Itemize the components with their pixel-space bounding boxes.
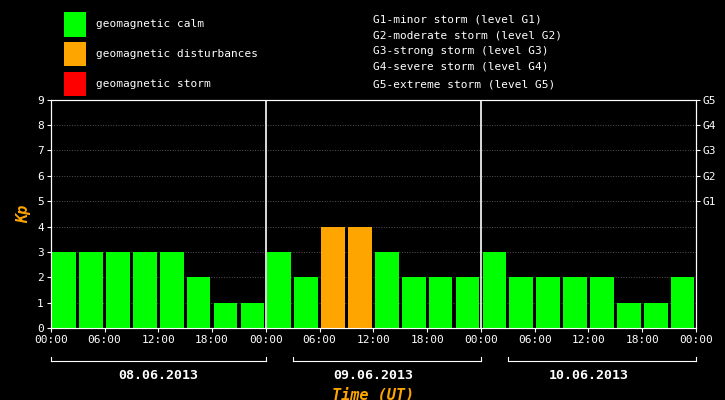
- Bar: [106, 252, 130, 328]
- Bar: [133, 252, 157, 328]
- Bar: [241, 303, 264, 328]
- Bar: [375, 252, 399, 328]
- FancyBboxPatch shape: [64, 72, 86, 96]
- Bar: [455, 277, 479, 328]
- Text: G5-extreme storm (level G5): G5-extreme storm (level G5): [373, 79, 555, 89]
- Bar: [428, 277, 452, 328]
- Bar: [483, 252, 506, 328]
- Text: 08.06.2013: 08.06.2013: [118, 368, 199, 382]
- Text: G1-minor storm (level G1): G1-minor storm (level G1): [373, 14, 542, 24]
- Bar: [79, 252, 103, 328]
- Text: 09.06.2013: 09.06.2013: [334, 368, 413, 382]
- Bar: [590, 277, 614, 328]
- Bar: [536, 277, 560, 328]
- Bar: [671, 277, 695, 328]
- Bar: [187, 277, 210, 328]
- Text: G2-moderate storm (level G2): G2-moderate storm (level G2): [373, 30, 563, 40]
- Bar: [617, 303, 641, 328]
- Bar: [294, 277, 318, 328]
- Bar: [563, 277, 587, 328]
- Bar: [52, 252, 76, 328]
- X-axis label: Time (UT): Time (UT): [332, 387, 415, 400]
- Bar: [268, 252, 291, 328]
- Text: geomagnetic storm: geomagnetic storm: [96, 79, 211, 89]
- Text: 10.06.2013: 10.06.2013: [548, 368, 629, 382]
- Bar: [160, 252, 183, 328]
- Text: geomagnetic disturbances: geomagnetic disturbances: [96, 49, 258, 59]
- Bar: [321, 226, 345, 328]
- Text: geomagnetic calm: geomagnetic calm: [96, 19, 204, 29]
- Bar: [348, 226, 372, 328]
- Text: G4-severe storm (level G4): G4-severe storm (level G4): [373, 62, 549, 72]
- Y-axis label: Kp: Kp: [17, 205, 31, 223]
- Bar: [644, 303, 668, 328]
- FancyBboxPatch shape: [64, 42, 86, 66]
- Text: G3-strong storm (level G3): G3-strong storm (level G3): [373, 46, 549, 56]
- Bar: [510, 277, 533, 328]
- Bar: [214, 303, 237, 328]
- Bar: [402, 277, 426, 328]
- FancyBboxPatch shape: [64, 12, 86, 36]
